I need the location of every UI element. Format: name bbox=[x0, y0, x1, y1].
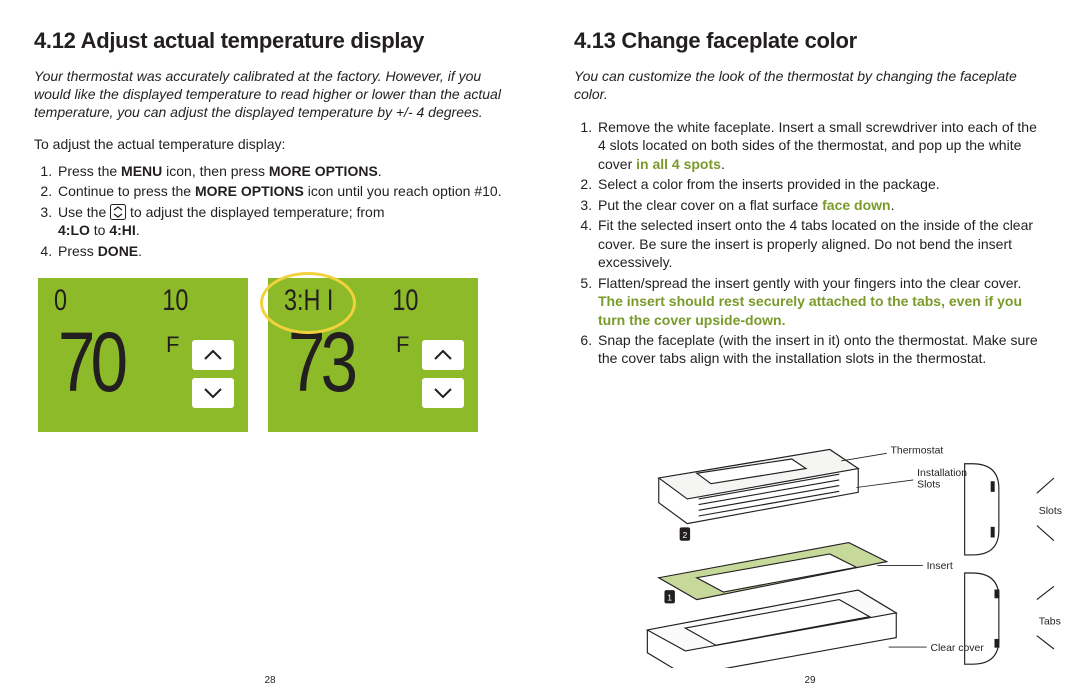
svg-text:2: 2 bbox=[682, 530, 687, 540]
steps-right: Remove the white faceplate. Insert a sma… bbox=[574, 118, 1046, 368]
heading-left: 4.12 Adjust actual temperature display bbox=[34, 28, 506, 54]
lead-left: To adjust the actual temperature display… bbox=[34, 136, 506, 152]
badge-2: 2 bbox=[680, 527, 690, 540]
faceplate-diagram: 2 1 bbox=[580, 440, 1070, 668]
r-step-2: Select a color from the inserts provided… bbox=[596, 175, 1046, 193]
label-thermostat: Thermostat bbox=[891, 445, 944, 456]
r-step-3: Put the clear cover on a flat surface fa… bbox=[596, 196, 1046, 214]
lcd2-topleft: 3:H I bbox=[284, 284, 333, 318]
lcd2-down-button[interactable] bbox=[422, 378, 464, 408]
lcd1-topright: 10 bbox=[162, 284, 188, 318]
updown-icon bbox=[110, 204, 126, 220]
lcd1-unit: F bbox=[166, 332, 179, 358]
label-slots: Slots bbox=[1039, 506, 1062, 517]
r-step-4: Fit the selected insert onto the 4 tabs … bbox=[596, 216, 1046, 271]
lcd-panel-2: 3:H I 10 73 F bbox=[268, 278, 478, 432]
clear-cover-icon bbox=[647, 590, 896, 668]
page-right: 4.13 Change faceplate color You can cust… bbox=[540, 0, 1080, 698]
lcd1-up-button[interactable] bbox=[192, 340, 234, 370]
lcd1-big: 70 bbox=[58, 320, 123, 404]
lcd1-topleft: 0 bbox=[54, 284, 67, 318]
step-4: Press DONE. bbox=[56, 242, 506, 260]
label-insert: Insert bbox=[927, 561, 953, 572]
step-3: Use the to adjust the displayed temperat… bbox=[56, 203, 506, 240]
r-step-1: Remove the white faceplate. Insert a sma… bbox=[596, 118, 1046, 173]
label-clear-cover: Clear cover bbox=[930, 643, 984, 654]
r-step-6: Snap the faceplate (with the insert in i… bbox=[596, 331, 1046, 368]
intro-left: Your thermostat was accurately calibrate… bbox=[34, 68, 506, 122]
thermostat-icon bbox=[659, 450, 859, 524]
page-number-left: 28 bbox=[0, 675, 540, 686]
label-tabs: Tabs bbox=[1039, 616, 1061, 627]
lcd2-big: 73 bbox=[288, 320, 353, 404]
intro-right: You can customize the look of the thermo… bbox=[574, 68, 1046, 104]
lcd1-down-button[interactable] bbox=[192, 378, 234, 408]
lcd-panel-1: 0 10 70 F bbox=[38, 278, 248, 432]
lcd-row: 0 10 70 F 3:H I 10 73 F bbox=[34, 278, 506, 432]
svg-text:1: 1 bbox=[667, 593, 672, 603]
diagram-svg: 2 1 bbox=[580, 440, 1070, 668]
page-left: 4.12 Adjust actual temperature display Y… bbox=[0, 0, 540, 698]
heading-right: 4.13 Change faceplate color bbox=[574, 28, 1046, 54]
steps-left: Press the MENU icon, then press MORE OPT… bbox=[34, 162, 506, 260]
lcd2-topright: 10 bbox=[392, 284, 418, 318]
r-step-5: Flatten/spread the insert gently with yo… bbox=[596, 274, 1046, 329]
step-2: Continue to press the MORE OPTIONS icon … bbox=[56, 182, 506, 200]
lcd2-up-button[interactable] bbox=[422, 340, 464, 370]
step-1: Press the MENU icon, then press MORE OPT… bbox=[56, 162, 506, 180]
page-number-right: 29 bbox=[540, 675, 1080, 686]
label-install-slots-2: Slots bbox=[917, 480, 940, 491]
badge-1: 1 bbox=[664, 590, 674, 603]
lcd2-unit: F bbox=[396, 332, 409, 358]
label-install-slots-1: Installation bbox=[917, 468, 967, 479]
